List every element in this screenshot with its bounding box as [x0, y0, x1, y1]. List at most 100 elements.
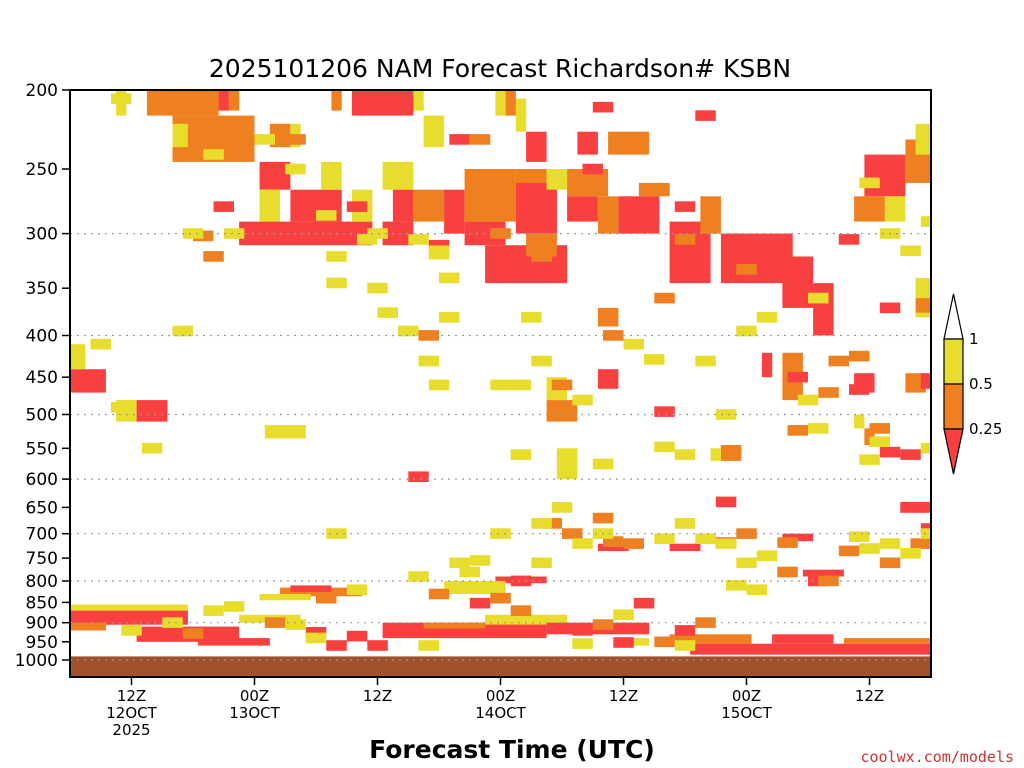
ri-cell-high: [715, 538, 737, 549]
ri-cell-low: [900, 449, 921, 460]
legend-label: 1: [969, 330, 979, 348]
ri-cell-mid: [674, 234, 696, 245]
y-tick-label: 750: [26, 549, 58, 569]
ri-cell-high: [285, 163, 306, 175]
y-tick-label: 800: [26, 572, 58, 592]
ri-region-low: [70, 369, 106, 393]
ri-region-mid: [423, 622, 486, 629]
ri-cell-mid: [736, 264, 757, 275]
ri-cell-high: [439, 312, 460, 323]
ri-cell-low: [367, 640, 388, 651]
ri-cell-high: [920, 442, 932, 454]
y-tick-label: 550: [26, 439, 58, 459]
ri-cell-high: [746, 584, 767, 595]
ri-cell-mid: [562, 528, 583, 539]
ri-cell-high: [377, 307, 398, 318]
ri-region-mid: [269, 123, 291, 148]
ri-cell-low: [654, 406, 675, 417]
ri-cell-low: [777, 264, 798, 275]
ri-region-low: [464, 221, 506, 246]
ri-cell-high: [141, 442, 163, 454]
ri-cell-high: [695, 355, 716, 367]
ri-cell-low: [674, 625, 696, 636]
ri-cell-high: [654, 441, 675, 453]
ri-cell-high: [510, 449, 532, 460]
y-tick-label: 200: [26, 81, 58, 101]
ri-cell-mid: [849, 350, 870, 362]
ri-region-low: [761, 352, 773, 378]
ri-region-low: [669, 543, 701, 551]
legend-label: 0.25: [969, 420, 1002, 438]
ri-cell-high: [367, 282, 388, 294]
heatmap-cells: [70, 90, 932, 655]
ri-region-mid: [638, 182, 670, 197]
ri-cell-high: [285, 619, 306, 630]
ri-region-mid: [720, 445, 742, 461]
ri-cell-mid: [736, 528, 757, 539]
ri-region-high: [259, 594, 311, 601]
ri-region-mid: [915, 298, 931, 313]
ri-region-mid: [669, 634, 752, 644]
y-tick-label: 700: [26, 525, 58, 545]
ri-cell-high: [203, 149, 224, 160]
ri-region-mid: [228, 90, 240, 111]
ri-cell-high: [357, 234, 378, 245]
legend-swatch-0-5-1: [943, 338, 964, 385]
ri-cell-high: [572, 394, 593, 406]
ri-region-high: [413, 90, 424, 111]
ri-cell-high: [531, 518, 552, 529]
ri-region-low: [218, 90, 229, 111]
legend-swatch-gt1: [943, 293, 964, 340]
ri-region-mid: [700, 196, 721, 234]
ri-cell-high: [111, 402, 132, 413]
ri-region-low: [813, 283, 834, 336]
ri-region-high: [444, 581, 506, 594]
ri-cell-high: [654, 533, 675, 544]
ri-cell-low: [674, 201, 696, 212]
ri-cell-mid: [869, 423, 890, 434]
ri-cell-high: [428, 379, 450, 391]
ri-cell-low: [428, 239, 450, 251]
ri-cell-mid: [654, 636, 675, 648]
ri-region-mid: [505, 90, 516, 116]
ri-region-high: [321, 161, 342, 190]
ri-cell-high: [531, 355, 552, 367]
ri-cell-high: [510, 379, 532, 391]
ri-cell-low: [592, 101, 614, 113]
ri-cell-high: [172, 325, 193, 337]
ri-region-low: [259, 161, 291, 190]
legend-label: 0.5: [969, 375, 993, 393]
ri-cell-high: [326, 251, 347, 262]
ri-cell-low: [613, 637, 634, 648]
ri-region-high: [382, 161, 414, 190]
ri-cell-mid: [623, 538, 644, 549]
ri-cell-high: [695, 533, 716, 544]
chart-title: 2025101206 NAM Forecast Richardson# KSBN: [209, 54, 791, 83]
ri-cell-high: [674, 449, 696, 460]
ri-cell-low: [582, 163, 603, 175]
ri-region-mid: [546, 400, 578, 422]
ri-cell-mid: [203, 251, 224, 262]
ri-region-high: [710, 448, 721, 461]
ri-region-low: [597, 369, 619, 389]
ri-cell-high: [408, 571, 429, 582]
ri-cell-high: [223, 601, 245, 612]
ri-cell-high: [736, 325, 757, 337]
ri-region-mid: [843, 638, 931, 644]
ri-cell-high: [726, 580, 747, 591]
ri-cell-low: [213, 201, 234, 212]
ri-cell-high: [736, 557, 757, 569]
ri-region-mid: [331, 90, 342, 111]
ri-region-high: [259, 189, 281, 222]
x-tick-label: 15OCT: [721, 704, 772, 722]
ri-cell-high: [613, 609, 634, 620]
y-tick-label: 300: [26, 225, 58, 245]
y-tick-label: 900: [26, 614, 58, 634]
y-tick-label: 1000: [15, 651, 58, 671]
ri-cell-mid: [592, 619, 614, 630]
ri-cell-mid: [654, 292, 675, 304]
ri-cell-low: [305, 627, 327, 638]
ri-cell-high: [305, 632, 327, 644]
ri-cell-high: [223, 228, 245, 239]
ri-cell-low: [326, 640, 347, 651]
